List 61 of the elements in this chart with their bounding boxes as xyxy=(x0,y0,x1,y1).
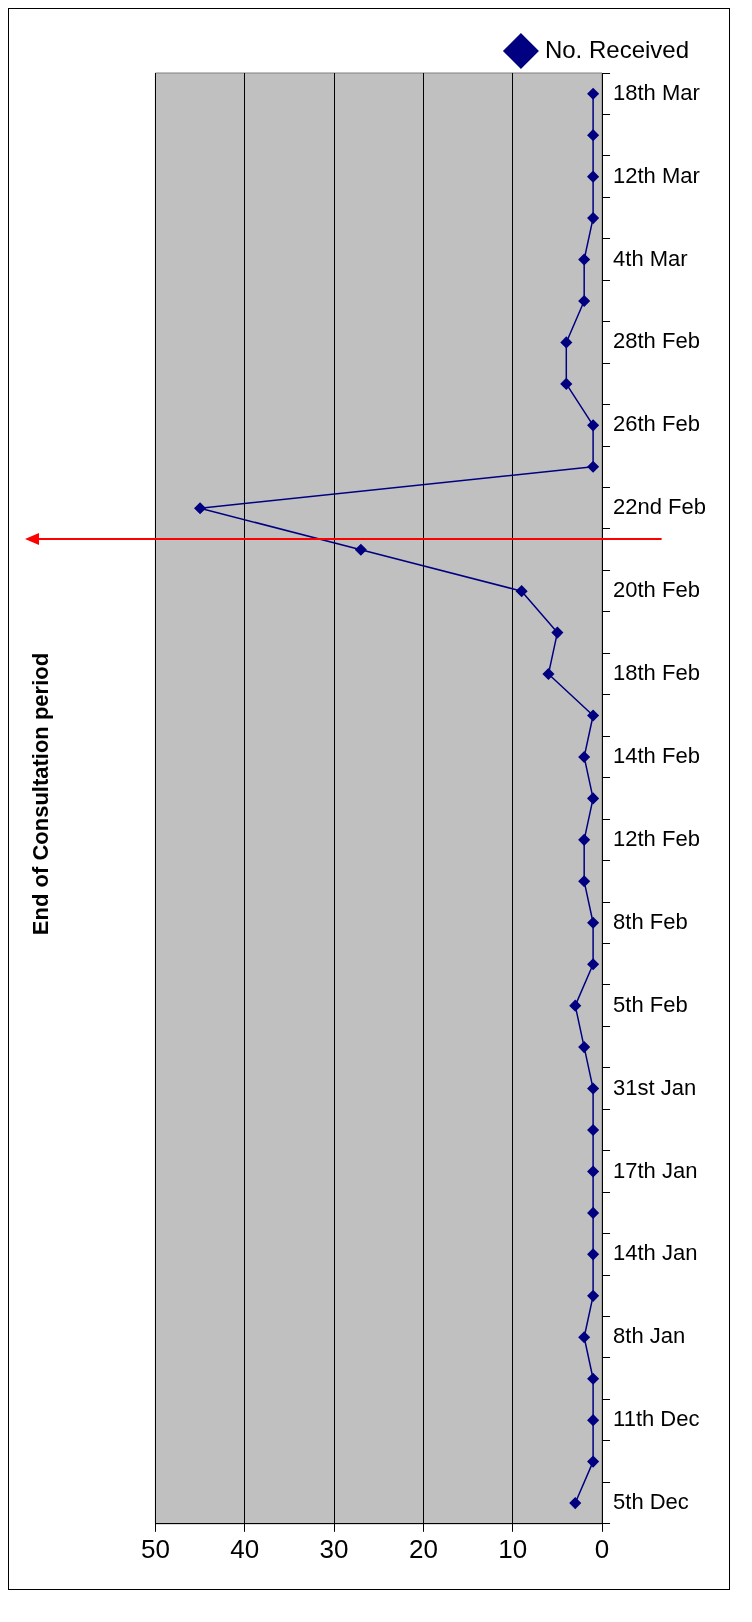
point xyxy=(587,129,599,141)
point xyxy=(578,295,590,307)
legend-label: No. Received xyxy=(544,35,690,63)
point xyxy=(587,1248,599,1261)
point xyxy=(587,87,599,100)
x-tick-label: 40 xyxy=(230,1533,260,1564)
y-tick-label: 22nd Feb xyxy=(613,494,707,520)
point xyxy=(587,461,599,473)
y-tick-label: 28th Feb xyxy=(613,328,700,354)
y-tick-label: 14th Feb xyxy=(613,743,700,769)
point xyxy=(587,1165,599,1178)
point xyxy=(194,502,206,514)
x-tick-label: 0 xyxy=(594,1533,610,1564)
y-tick-label: 5th Feb xyxy=(613,991,688,1017)
point xyxy=(587,958,599,970)
point xyxy=(569,1497,581,1509)
point xyxy=(355,543,367,556)
y-tick-label: 18th Feb xyxy=(613,660,700,686)
y-tick-label: 12th Mar xyxy=(613,162,700,188)
y-tick-label: 8th Jan xyxy=(613,1323,686,1349)
point xyxy=(569,999,581,1012)
point xyxy=(587,1082,599,1095)
x-tick-label: 50 xyxy=(140,1533,170,1564)
point xyxy=(578,875,590,888)
point xyxy=(587,1207,599,1219)
point xyxy=(515,585,528,597)
point xyxy=(587,1414,599,1426)
point xyxy=(587,1372,599,1385)
y-tick-label: 11th Dec xyxy=(613,1406,700,1432)
point xyxy=(587,212,599,224)
y-tick-label: 20th Feb xyxy=(613,577,700,603)
x-tick-label: 20 xyxy=(408,1533,438,1564)
x-tick-label: 30 xyxy=(319,1533,349,1564)
y-tick-label: 26th Feb xyxy=(613,411,700,437)
x-tick-label: 10 xyxy=(498,1533,528,1564)
y-tick-label: 12th Feb xyxy=(613,825,700,851)
y-tick-label: 31st Jan xyxy=(613,1074,697,1100)
point xyxy=(587,709,599,722)
point xyxy=(587,917,599,929)
point xyxy=(587,419,599,432)
point xyxy=(587,1455,599,1468)
point xyxy=(578,1041,590,1053)
point xyxy=(587,792,599,805)
y-tick-label: 18th Mar xyxy=(613,79,700,105)
text: End of Consultation period xyxy=(28,652,54,936)
y-tick-label: 17th Jan xyxy=(613,1157,698,1183)
point xyxy=(578,253,590,266)
point xyxy=(587,1124,599,1136)
point xyxy=(560,336,573,349)
point xyxy=(542,668,555,680)
point xyxy=(587,1290,599,1302)
point xyxy=(587,170,599,183)
y-tick-label: 14th Jan xyxy=(613,1240,698,1266)
point xyxy=(560,378,573,390)
point xyxy=(578,751,590,763)
point xyxy=(551,626,564,639)
point xyxy=(578,1331,590,1344)
y-tick-label: 4th Mar xyxy=(613,245,688,271)
point xyxy=(578,834,590,846)
y-tick-label: 5th Dec xyxy=(613,1489,689,1515)
y-tick-label: 8th Feb xyxy=(613,908,688,934)
